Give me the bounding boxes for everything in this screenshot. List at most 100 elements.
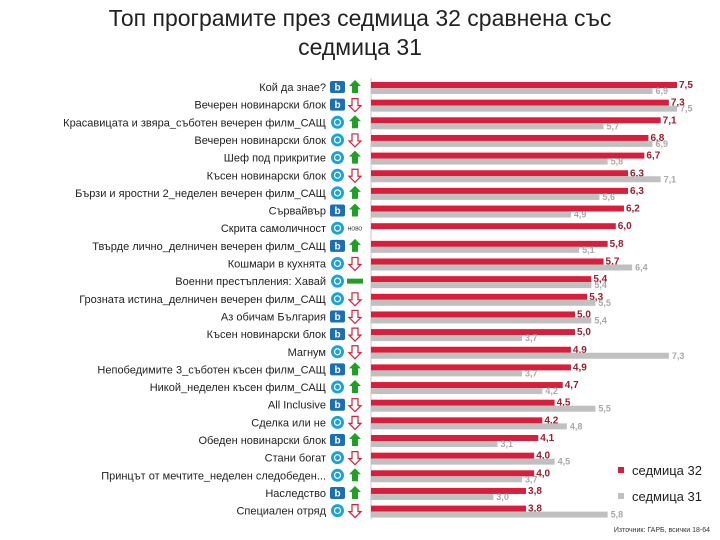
data-label-series-1: 4,7 — [565, 380, 579, 391]
bar-series-2 — [371, 423, 567, 430]
nova-logo-icon — [331, 415, 344, 429]
nova-logo-ring — [333, 259, 342, 268]
category-label: Грозната истина_делничен вечерен филм_СА… — [79, 294, 326, 306]
category-label: Непобедимите 3_съботен късен филм_САЩ — [97, 364, 326, 376]
nova-logo-icon — [331, 168, 344, 182]
bar-series-1 — [371, 364, 571, 371]
legend-item-series-2: седмица 31 — [618, 486, 702, 506]
category-label: Никой_неделен късен филм_САЩ — [150, 382, 326, 394]
bar-series-1 — [371, 152, 645, 159]
nova-logo-icon — [331, 451, 344, 465]
data-label-series-2: 3,1 — [500, 439, 513, 449]
bar-series-2 — [371, 458, 555, 465]
btv-logo-letter: b — [334, 436, 340, 447]
data-label-series-2: 7,1 — [664, 174, 677, 184]
trend-down-arrow-icon — [347, 98, 363, 113]
trend-down-arrow-icon — [347, 292, 363, 307]
bar-series-2 — [371, 211, 571, 218]
trend-flat-bar-icon — [347, 278, 363, 284]
nova-logo-icon — [331, 186, 344, 200]
category-label: Бързи и яростни 2_неделен вечерен филм_С… — [75, 188, 326, 200]
nova-logo-ring — [333, 136, 342, 144]
bar-series-2 — [371, 476, 522, 483]
data-label-series-2: 4,5 — [558, 457, 571, 467]
category-label: Късен новинарски блок — [207, 329, 327, 341]
data-label-series-2: 4,9 — [574, 210, 587, 220]
btv-logo-letter: b — [334, 312, 340, 323]
data-label-series-1: 3,8 — [528, 486, 542, 497]
btv-logo-letter: b — [334, 83, 340, 94]
bar-series-1 — [371, 487, 527, 494]
category-label: Принцът от мечтите_неделен следобеден... — [101, 470, 326, 482]
trend-up-arrow-icon — [349, 433, 361, 446]
data-label-series-1: 4,1 — [540, 433, 554, 444]
bar-series-2 — [371, 370, 522, 377]
btv-logo-icon — [330, 239, 345, 252]
data-label-series-1: 3,8 — [528, 504, 542, 515]
trend-up-arrow-icon — [349, 150, 361, 164]
bar-series-1 — [371, 417, 543, 424]
bar-series-1 — [371, 276, 592, 283]
data-label-series-2: 5,8 — [611, 510, 624, 520]
chart-title-line-2: седмица 31 — [298, 34, 422, 60]
category-label: All Inclusive — [268, 400, 326, 412]
bar-series-2 — [371, 105, 677, 112]
data-label-series-2: 3,0 — [496, 492, 509, 502]
chart-title-line-1: Топ програмите през седмица 32 сравнена … — [108, 5, 612, 31]
nova-logo-icon — [331, 115, 344, 129]
data-label-series-1: 5,3 — [589, 292, 603, 303]
data-label-series-1: 6,8 — [650, 133, 664, 144]
trend-down-arrow-icon — [347, 327, 363, 342]
legend-label-series-1: седмица 32 — [632, 462, 702, 478]
data-label-series-1: 6,2 — [626, 204, 640, 215]
nova-logo-icon — [331, 221, 344, 235]
btv-logo-icon — [330, 363, 345, 376]
btv-logo-letter: b — [334, 400, 340, 411]
bar-series-2 — [371, 299, 596, 306]
data-label-series-2: 4,2 — [545, 386, 558, 396]
data-label-series-2: 5,1 — [582, 245, 595, 255]
bar-series-1 — [371, 311, 575, 318]
data-label-series-1: 6,7 — [646, 151, 660, 162]
bar-series-1 — [371, 187, 629, 194]
trend-down-arrow-icon — [347, 309, 363, 325]
category-label: Твърде лично_делничен вечерен филм_САЩ — [92, 241, 326, 253]
trend-up-arrow-icon — [349, 380, 361, 394]
category-label: Наследство — [265, 488, 326, 500]
category-label: Сделка или не — [251, 417, 326, 429]
bar-series-1 — [371, 382, 563, 389]
data-label-series-1: 6,0 — [618, 221, 632, 232]
legend-label-series-2: седмица 31 — [632, 488, 702, 504]
nova-logo-icon — [331, 292, 344, 306]
bar-series-2 — [371, 317, 592, 324]
bar-series-1 — [371, 346, 571, 353]
nova-logo-icon — [331, 133, 344, 147]
bar-series-2 — [371, 176, 661, 183]
trend-down-arrow-icon — [347, 415, 363, 431]
bar-series-2 — [371, 511, 608, 518]
bar-series-2 — [371, 493, 494, 500]
trend-up-arrow-icon — [349, 238, 361, 252]
trend-up-arrow-icon — [349, 468, 361, 482]
category-label: Специален отряд — [236, 506, 326, 518]
data-label-series-1: 5,4 — [593, 274, 607, 285]
nova-logo-ring — [333, 507, 342, 515]
data-label-series-2: 7,3 — [672, 351, 685, 361]
bar-series-1 — [371, 240, 608, 247]
btv-logo-icon — [330, 398, 345, 411]
category-label: Кошмари в кухнята — [228, 259, 327, 271]
bar-series-1 — [371, 399, 555, 406]
nova-logo-ring — [333, 348, 342, 356]
data-label-series-2: 3,7 — [525, 333, 538, 343]
data-label-series-1: 6,3 — [630, 186, 644, 197]
data-label-series-2: 5,7 — [607, 121, 620, 131]
bar-series-1 — [371, 293, 588, 300]
category-label: Военни престъпления: Хавай — [175, 276, 326, 288]
data-label-series-2: 3,7 — [525, 474, 538, 484]
bar-series-2 — [371, 441, 498, 447]
trend-up-arrow-icon — [349, 185, 361, 199]
bar-series-2 — [371, 388, 543, 395]
trend-up-arrow-icon — [349, 115, 361, 129]
data-label-series-1: 5,7 — [606, 257, 620, 268]
btv-logo-letter: b — [334, 241, 340, 252]
